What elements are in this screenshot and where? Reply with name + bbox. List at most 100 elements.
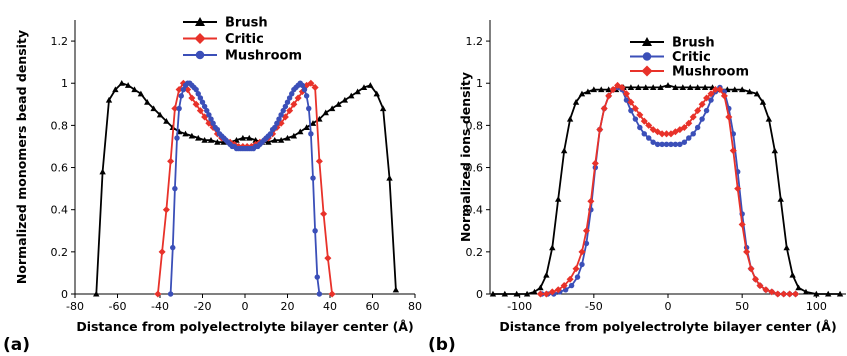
data-point bbox=[703, 94, 711, 102]
data-point bbox=[272, 124, 278, 131]
y-tick-label: 0.6 bbox=[51, 162, 69, 175]
data-point bbox=[694, 124, 701, 131]
data-point bbox=[341, 96, 349, 103]
data-point bbox=[233, 136, 240, 143]
series-mushroom bbox=[167, 80, 323, 297]
legend-entry-critic: Critic bbox=[630, 50, 711, 65]
data-point bbox=[566, 115, 574, 122]
data-point bbox=[734, 185, 742, 193]
data-point bbox=[720, 92, 728, 100]
data-point bbox=[196, 107, 204, 115]
legend-entry-mushroom: Mushroom bbox=[183, 49, 302, 64]
data-point bbox=[687, 84, 694, 91]
data-point bbox=[658, 130, 666, 138]
data-point bbox=[789, 271, 796, 278]
series-line-mushroom bbox=[540, 84, 796, 295]
data-point bbox=[265, 139, 272, 145]
data-point bbox=[297, 128, 304, 135]
data-point bbox=[154, 290, 162, 298]
data-point bbox=[554, 286, 562, 294]
legend-marker bbox=[195, 50, 205, 60]
data-point bbox=[596, 126, 604, 134]
data-point bbox=[144, 99, 151, 105]
data-point bbox=[523, 290, 531, 297]
data-point bbox=[199, 99, 206, 105]
data-point bbox=[392, 286, 400, 293]
data-point bbox=[716, 86, 724, 94]
data-point bbox=[290, 132, 298, 139]
data-point bbox=[802, 288, 810, 295]
data-point bbox=[192, 100, 200, 108]
data-point bbox=[175, 86, 183, 94]
y-tick-label: 0.2 bbox=[466, 246, 484, 259]
data-point bbox=[729, 147, 737, 155]
data-point bbox=[679, 84, 687, 91]
data-point bbox=[195, 91, 201, 97]
data-point bbox=[286, 95, 293, 101]
data-point bbox=[286, 107, 294, 115]
data-point bbox=[188, 94, 196, 102]
y-tick-label: 0 bbox=[476, 288, 483, 301]
data-point bbox=[703, 107, 710, 114]
data-point bbox=[197, 95, 204, 101]
y-tick-label: 0.8 bbox=[466, 119, 484, 132]
data-point bbox=[590, 86, 598, 93]
data-point bbox=[172, 185, 178, 192]
data-point bbox=[672, 84, 679, 91]
data-point bbox=[112, 86, 119, 93]
data-point bbox=[158, 248, 166, 256]
data-point bbox=[131, 86, 138, 93]
x-tick-label: 100 bbox=[806, 300, 827, 313]
data-point bbox=[277, 136, 285, 143]
data-point bbox=[743, 248, 751, 256]
data-point bbox=[574, 274, 581, 280]
data-point bbox=[572, 99, 580, 105]
data-point bbox=[386, 174, 393, 181]
data-point bbox=[677, 141, 683, 148]
data-point bbox=[184, 86, 192, 94]
data-point bbox=[276, 116, 282, 122]
data-point bbox=[598, 86, 605, 93]
data-point bbox=[623, 97, 630, 103]
data-point bbox=[694, 84, 701, 91]
data-point bbox=[214, 126, 221, 133]
data-point bbox=[314, 274, 320, 280]
data-point bbox=[600, 105, 608, 113]
data-point bbox=[306, 105, 312, 112]
data-point bbox=[631, 105, 639, 113]
legend-label: Critic bbox=[225, 32, 264, 47]
series-line-brush bbox=[493, 84, 841, 295]
data-point bbox=[578, 248, 586, 256]
data-point bbox=[711, 86, 719, 94]
data-point bbox=[568, 282, 575, 289]
data-point bbox=[707, 90, 715, 98]
x-tick-label: 40 bbox=[323, 300, 337, 313]
data-point bbox=[162, 206, 170, 214]
data-point bbox=[282, 103, 289, 110]
data-point bbox=[328, 105, 336, 112]
y-tick-label: 1 bbox=[61, 77, 68, 90]
y-axis-label: Normalized monomers bead density bbox=[14, 30, 29, 284]
data-point bbox=[537, 284, 544, 291]
data-point bbox=[335, 101, 342, 107]
data-point bbox=[622, 90, 630, 98]
data-point bbox=[170, 244, 176, 251]
data-point bbox=[328, 290, 336, 298]
data-point bbox=[167, 291, 174, 297]
data-point bbox=[649, 84, 657, 91]
data-point bbox=[309, 120, 317, 126]
y-tick-label: 0 bbox=[61, 288, 68, 301]
data-point bbox=[179, 79, 187, 87]
data-point bbox=[549, 244, 556, 251]
y-tick-label: 0.2 bbox=[51, 246, 69, 259]
data-point bbox=[777, 195, 784, 202]
data-point bbox=[699, 116, 705, 122]
data-point bbox=[645, 135, 652, 141]
series-line-mushroom bbox=[169, 82, 321, 295]
data-point bbox=[303, 124, 310, 131]
legend-marker bbox=[642, 37, 652, 46]
y-tick-label: 0.4 bbox=[51, 204, 69, 217]
data-point bbox=[150, 105, 157, 112]
chart-panel-a: -80 -60 -40 -20 0 20 40 60 80 0 0.2 0.4 0.6 0.8 1 1.2 Di… bbox=[3, 16, 422, 356]
data-point bbox=[513, 290, 520, 297]
